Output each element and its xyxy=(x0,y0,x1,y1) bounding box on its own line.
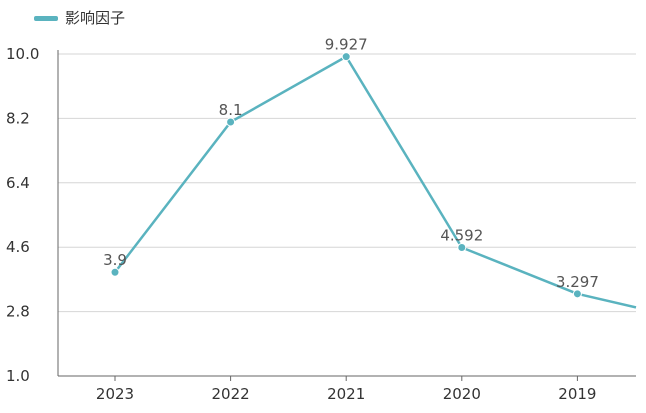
x-tick-label: 2019 xyxy=(558,385,596,403)
data-label: 3.9 xyxy=(103,251,127,269)
y-tick-label: 10.0 xyxy=(6,45,39,63)
x-tick-label: 2020 xyxy=(443,385,481,403)
y-tick-label: 6.4 xyxy=(6,174,30,192)
data-label: 9.927 xyxy=(325,36,368,54)
x-tick-label: 2021 xyxy=(327,385,365,403)
series-line xyxy=(114,55,637,309)
y-tick-label: 8.2 xyxy=(6,109,30,127)
data-label: 8.1 xyxy=(219,101,243,119)
data-point xyxy=(457,242,467,252)
legend-label: 影响因子 xyxy=(65,9,126,27)
x-tick-label: 2023 xyxy=(96,385,134,403)
y-tick-label: 4.6 xyxy=(6,238,30,256)
y-tick-label: 2.8 xyxy=(6,303,30,321)
y-tick-label: 1.0 xyxy=(6,367,30,385)
data-point xyxy=(110,267,120,277)
legend-swatch xyxy=(34,15,58,21)
data-label: 4.592 xyxy=(440,226,483,244)
x-tick-label: 2022 xyxy=(212,385,250,403)
data-label: 3.297 xyxy=(556,273,599,291)
data-point xyxy=(226,117,236,127)
data-point xyxy=(572,289,582,299)
data-point xyxy=(341,52,351,62)
chart-legend[interactable]: 影响因子 xyxy=(34,8,125,28)
